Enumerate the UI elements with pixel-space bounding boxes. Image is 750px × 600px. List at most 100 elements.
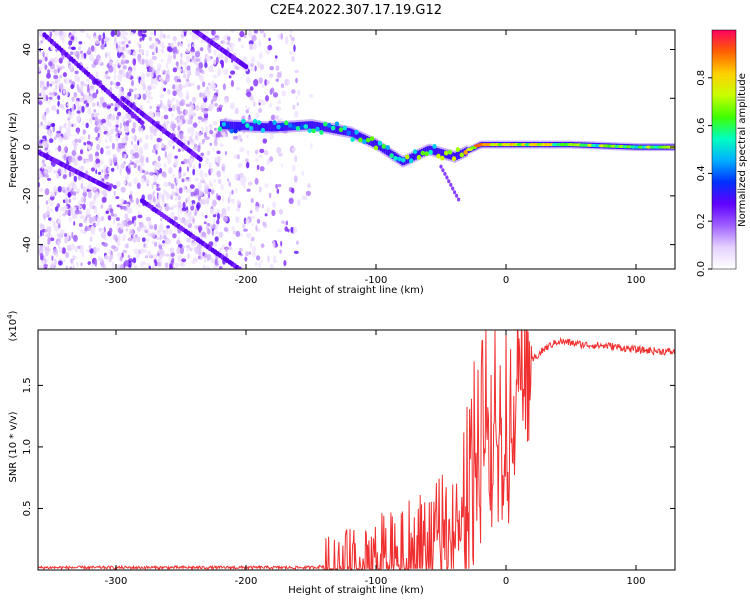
noise-speckle bbox=[59, 75, 63, 79]
noise-speckle bbox=[169, 140, 175, 144]
noise-speckle bbox=[117, 41, 121, 46]
noise-speckle bbox=[110, 212, 115, 217]
track-band bbox=[231, 121, 234, 130]
noise-speckle bbox=[66, 186, 70, 192]
noise-speckle bbox=[203, 221, 207, 225]
noise-speckle bbox=[108, 130, 112, 137]
noise-speckle bbox=[255, 158, 259, 162]
noise-speckle bbox=[69, 52, 74, 56]
noise-speckle bbox=[71, 36, 74, 41]
noise-speckle bbox=[57, 168, 62, 173]
noise-speckle bbox=[72, 183, 78, 190]
track-band bbox=[229, 121, 232, 130]
noise-speckle bbox=[171, 97, 176, 102]
noise-speckle bbox=[187, 43, 191, 48]
noise-speckle bbox=[60, 167, 64, 175]
noise-speckle bbox=[124, 244, 127, 248]
noise-speckle bbox=[277, 228, 282, 233]
noise-speckle bbox=[124, 175, 130, 180]
noise-speckle bbox=[120, 186, 126, 193]
noise-speckle bbox=[165, 62, 169, 69]
noise-speckle bbox=[182, 201, 186, 209]
streak-blob bbox=[139, 120, 145, 126]
noise-speckle bbox=[217, 195, 222, 201]
noise-speckle bbox=[95, 216, 98, 221]
track-band bbox=[434, 147, 437, 156]
track-band bbox=[455, 151, 458, 160]
noise-speckle bbox=[46, 228, 52, 233]
snr-x-tick-label: 100 bbox=[626, 576, 645, 587]
snr-y-ticks: 0.5 1.0 1.5 bbox=[22, 377, 675, 516]
noise-speckle bbox=[132, 51, 137, 57]
noise-speckle bbox=[47, 205, 50, 213]
noise-speckle bbox=[114, 107, 118, 112]
track-blob bbox=[291, 124, 297, 130]
noise-speckle bbox=[223, 40, 226, 45]
noise-speckle bbox=[249, 43, 253, 50]
track-blob bbox=[303, 124, 308, 129]
noise-speckle bbox=[71, 96, 75, 102]
noise-speckle bbox=[178, 171, 182, 179]
noise-speckle bbox=[236, 154, 240, 160]
noise-speckle bbox=[275, 78, 279, 82]
noise-speckle bbox=[49, 201, 54, 206]
noise-speckle bbox=[200, 152, 204, 157]
noise-speckle bbox=[125, 71, 130, 79]
noise-speckle bbox=[248, 40, 254, 45]
noise-speckle bbox=[201, 231, 206, 237]
noise-speckle bbox=[243, 34, 247, 39]
noise-speckle bbox=[246, 233, 252, 239]
noise-speckle bbox=[117, 223, 121, 227]
noise-speckle bbox=[50, 208, 53, 213]
noise-speckle bbox=[213, 74, 217, 79]
noise-speckle bbox=[245, 158, 249, 162]
noise-speckle bbox=[138, 125, 142, 132]
noise-speckle bbox=[115, 181, 121, 187]
noise-speckle bbox=[258, 108, 263, 113]
track-blob bbox=[330, 125, 336, 131]
noise-speckle bbox=[235, 216, 240, 224]
track-blob bbox=[338, 127, 344, 133]
noise-speckle bbox=[112, 216, 117, 222]
noise-speckle bbox=[102, 242, 108, 247]
noise-speckle bbox=[192, 32, 195, 39]
noise-speckle bbox=[47, 237, 51, 245]
noise-speckle bbox=[276, 71, 282, 79]
noise-speckle bbox=[68, 198, 72, 203]
noise-speckle bbox=[122, 30, 127, 36]
noise-speckle bbox=[292, 104, 296, 110]
snr-marks bbox=[38, 330, 675, 570]
track-band bbox=[383, 145, 386, 154]
noise-speckle bbox=[47, 177, 52, 181]
noise-speckle bbox=[145, 50, 149, 57]
noise-speckle bbox=[173, 130, 176, 134]
noise-speckle bbox=[76, 188, 81, 193]
noise-speckle bbox=[236, 87, 240, 91]
noise-speckle bbox=[73, 221, 76, 226]
noise-speckle bbox=[204, 125, 209, 133]
noise-speckle bbox=[209, 142, 213, 146]
noise-speckle bbox=[89, 85, 94, 90]
noise-speckle bbox=[71, 231, 74, 239]
noise-speckle bbox=[224, 56, 229, 64]
noise-speckle bbox=[280, 32, 283, 40]
noise-speckle bbox=[57, 218, 62, 224]
track-band bbox=[260, 123, 263, 131]
noise-speckle bbox=[204, 120, 208, 124]
noise-speckle bbox=[54, 206, 59, 212]
noise-speckle bbox=[150, 77, 154, 82]
noise-speckle bbox=[42, 123, 47, 130]
noise-speckle bbox=[163, 34, 166, 39]
noise-speckle bbox=[91, 63, 96, 68]
noise-speckle bbox=[80, 54, 84, 60]
noise-speckle bbox=[159, 42, 164, 47]
noise-speckle bbox=[49, 191, 55, 197]
noise-speckle bbox=[75, 35, 78, 42]
noise-speckle bbox=[97, 132, 100, 138]
noise-speckle bbox=[249, 210, 253, 214]
noise-speckle bbox=[129, 69, 132, 76]
noise-speckle bbox=[167, 157, 172, 165]
noise-speckle bbox=[210, 168, 214, 173]
track-band bbox=[354, 130, 357, 139]
